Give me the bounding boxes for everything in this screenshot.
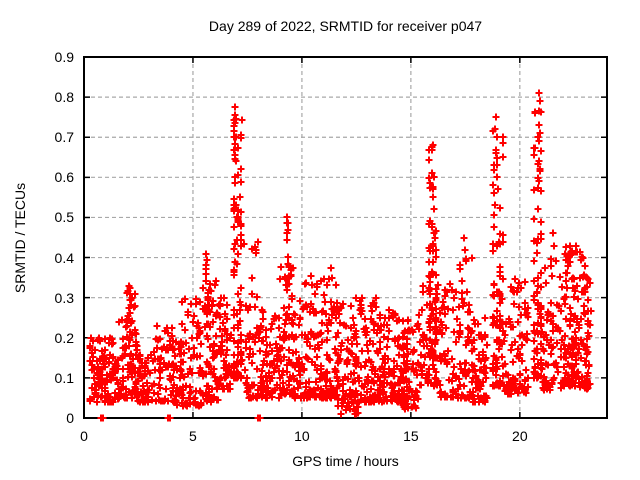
y-tick-label: 0.6	[54, 169, 74, 186]
x-axis-label: GPS time / hours	[292, 453, 399, 469]
y-tick-label: 0.2	[54, 329, 74, 346]
chart-title: Day 289 of 2022, SRMTID for receiver p04…	[208, 18, 483, 34]
x-tick-label: 0	[80, 428, 88, 444]
y-tick-label: 0.1	[54, 369, 74, 386]
y-tick-label: 0.5	[54, 209, 74, 226]
y-tick-label: 0.7	[54, 129, 74, 146]
y-tick-label: 0.3	[54, 289, 74, 306]
x-tick-label: 10	[294, 428, 310, 444]
x-tick-label: 5	[189, 428, 197, 444]
x-tick-label: 15	[403, 428, 419, 444]
y-tick-label: 0.9	[54, 49, 74, 65]
y-tick-label: 0.4	[54, 249, 74, 266]
scatter-points	[86, 89, 595, 422]
y-tick-label: 0.8	[54, 89, 74, 106]
y-tick-label: 0	[66, 410, 74, 426]
x-tick-label: 20	[512, 428, 528, 444]
plot-border	[83, 56, 608, 419]
